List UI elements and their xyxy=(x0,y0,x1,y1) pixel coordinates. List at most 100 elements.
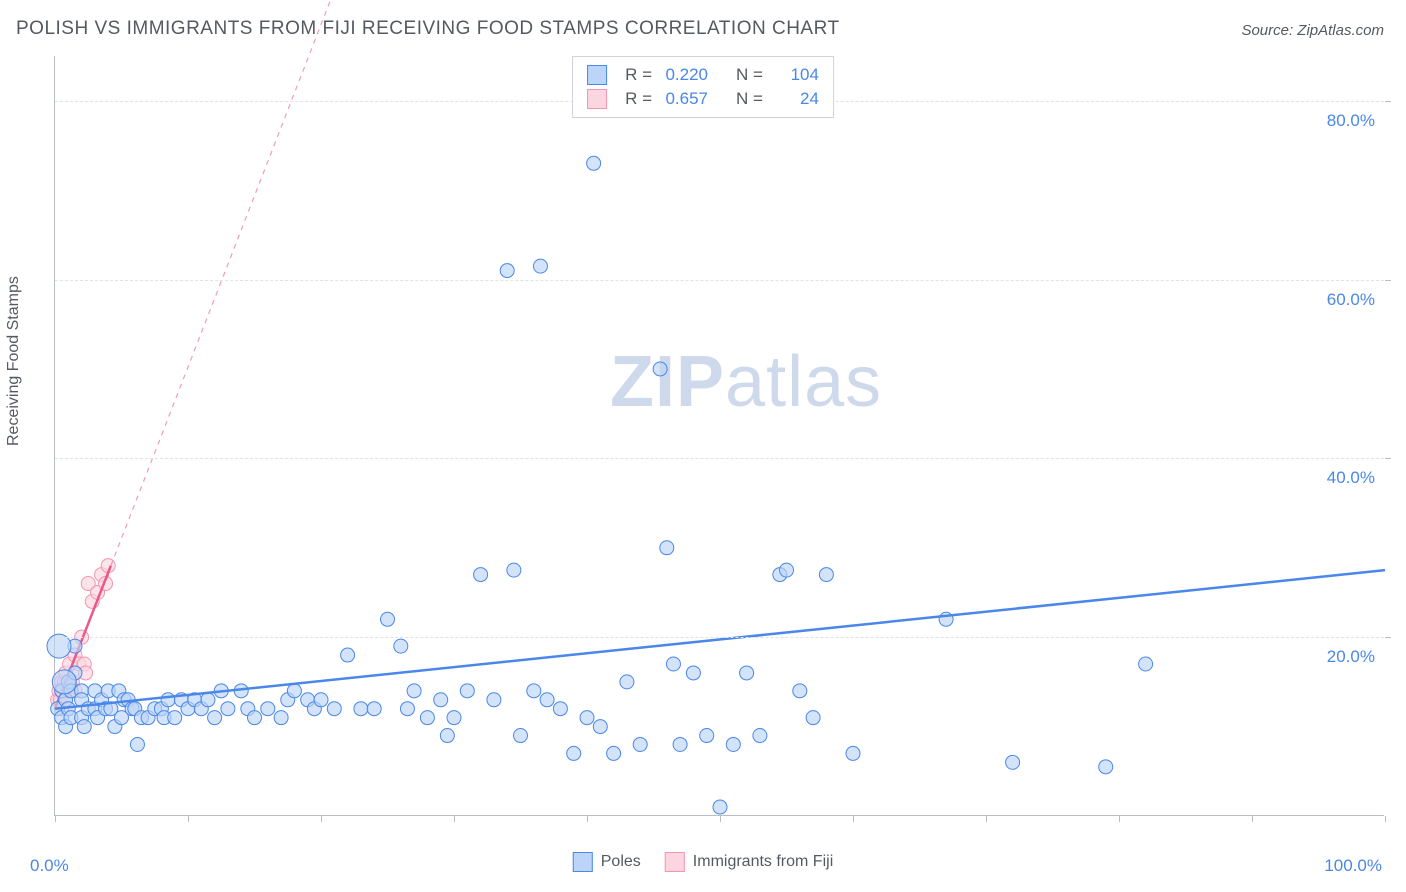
data-point xyxy=(381,612,395,626)
data-point xyxy=(780,563,794,577)
data-point xyxy=(819,568,833,582)
y-tick-mark xyxy=(1385,280,1391,281)
data-point xyxy=(533,259,547,273)
chart-svg xyxy=(55,56,1384,815)
x-tick-mark xyxy=(1385,816,1386,822)
gridline xyxy=(55,458,1384,459)
y-tick-label: 80.0% xyxy=(1315,111,1375,131)
y-tick-label: 60.0% xyxy=(1315,290,1375,310)
data-point xyxy=(221,702,235,716)
x-tick-mark xyxy=(321,816,322,822)
data-point xyxy=(420,711,434,725)
data-point xyxy=(440,729,454,743)
legend-label: Poles xyxy=(601,853,641,871)
data-point xyxy=(753,729,767,743)
legend-item: Poles xyxy=(573,852,641,872)
data-point xyxy=(593,720,607,734)
x-axis-max-label: 100.0% xyxy=(1324,856,1382,876)
y-tick-label: 20.0% xyxy=(1315,647,1375,667)
data-point xyxy=(261,702,275,716)
data-point xyxy=(287,684,301,698)
data-point xyxy=(168,711,182,725)
data-point xyxy=(846,746,860,760)
data-point xyxy=(666,657,680,671)
y-tick-label: 40.0% xyxy=(1315,468,1375,488)
data-point xyxy=(540,693,554,707)
legend-n-value: 104 xyxy=(773,65,819,85)
data-point xyxy=(633,737,647,751)
legend-item: Immigrants from Fiji xyxy=(665,852,833,872)
data-point xyxy=(700,729,714,743)
data-point xyxy=(806,711,820,725)
data-point xyxy=(587,156,601,170)
data-point xyxy=(474,568,488,582)
series-legend: Poles Immigrants from Fiji xyxy=(573,852,833,872)
data-point xyxy=(580,711,594,725)
data-point xyxy=(653,362,667,376)
data-point xyxy=(130,737,144,751)
data-point xyxy=(1139,657,1153,671)
x-tick-mark xyxy=(1119,816,1120,822)
x-tick-mark xyxy=(1252,816,1253,822)
data-point xyxy=(208,711,222,725)
gridline xyxy=(55,637,1384,638)
x-tick-mark xyxy=(853,816,854,822)
data-point xyxy=(713,800,727,814)
x-tick-mark xyxy=(454,816,455,822)
x-axis-min-label: 0.0% xyxy=(30,856,69,876)
data-point xyxy=(161,693,175,707)
data-point xyxy=(686,666,700,680)
legend-swatch xyxy=(587,65,607,85)
data-point xyxy=(400,702,414,716)
y-tick-mark xyxy=(1385,637,1391,638)
data-point xyxy=(274,711,288,725)
data-point xyxy=(487,693,501,707)
legend-swatch xyxy=(665,852,685,872)
data-point xyxy=(607,746,621,760)
trend-line-extension xyxy=(111,0,361,566)
y-tick-mark xyxy=(1385,101,1391,102)
legend-r-value: 0.657 xyxy=(662,89,708,109)
data-point xyxy=(248,711,262,725)
data-point xyxy=(553,702,567,716)
data-point xyxy=(660,541,674,555)
data-point xyxy=(793,684,807,698)
data-point xyxy=(354,702,368,716)
data-point xyxy=(407,684,421,698)
data-point xyxy=(1006,755,1020,769)
legend-row: R =0.657N =24 xyxy=(587,87,819,111)
data-point xyxy=(500,264,514,278)
plot-area: ZIPatlas 20.0%40.0%60.0%80.0% xyxy=(54,56,1384,816)
data-point xyxy=(394,639,408,653)
legend-label: Immigrants from Fiji xyxy=(693,853,833,871)
x-tick-mark xyxy=(188,816,189,822)
x-tick-mark xyxy=(720,816,721,822)
legend-n-label: N = xyxy=(736,89,763,109)
legend-row: R = 0.220 N = 104 xyxy=(587,63,819,87)
legend-r-value: 0.220 xyxy=(662,65,708,85)
data-point xyxy=(673,737,687,751)
y-axis-label: Receiving Food Stamps xyxy=(5,276,23,446)
data-point xyxy=(507,563,521,577)
x-tick-mark xyxy=(587,816,588,822)
data-point xyxy=(367,702,381,716)
source-attribution: Source: ZipAtlas.com xyxy=(1241,22,1384,39)
data-point xyxy=(52,670,76,694)
data-point xyxy=(434,693,448,707)
trend-line xyxy=(55,570,1385,709)
data-point xyxy=(514,729,528,743)
correlation-legend: R =0.220N =104R =0.657N =24 xyxy=(572,56,834,118)
data-point xyxy=(726,737,740,751)
legend-r-label: R = xyxy=(625,65,652,85)
data-point xyxy=(327,702,341,716)
data-point xyxy=(314,693,328,707)
data-point xyxy=(447,711,461,725)
data-point xyxy=(1099,760,1113,774)
data-point xyxy=(201,693,215,707)
data-point xyxy=(740,666,754,680)
data-point xyxy=(460,684,474,698)
legend-n-label: N = xyxy=(736,65,763,85)
legend-swatch xyxy=(587,89,607,109)
chart-title: POLISH VS IMMIGRANTS FROM FIJI RECEIVING… xyxy=(16,18,840,40)
legend-r-label: R = xyxy=(625,89,652,109)
